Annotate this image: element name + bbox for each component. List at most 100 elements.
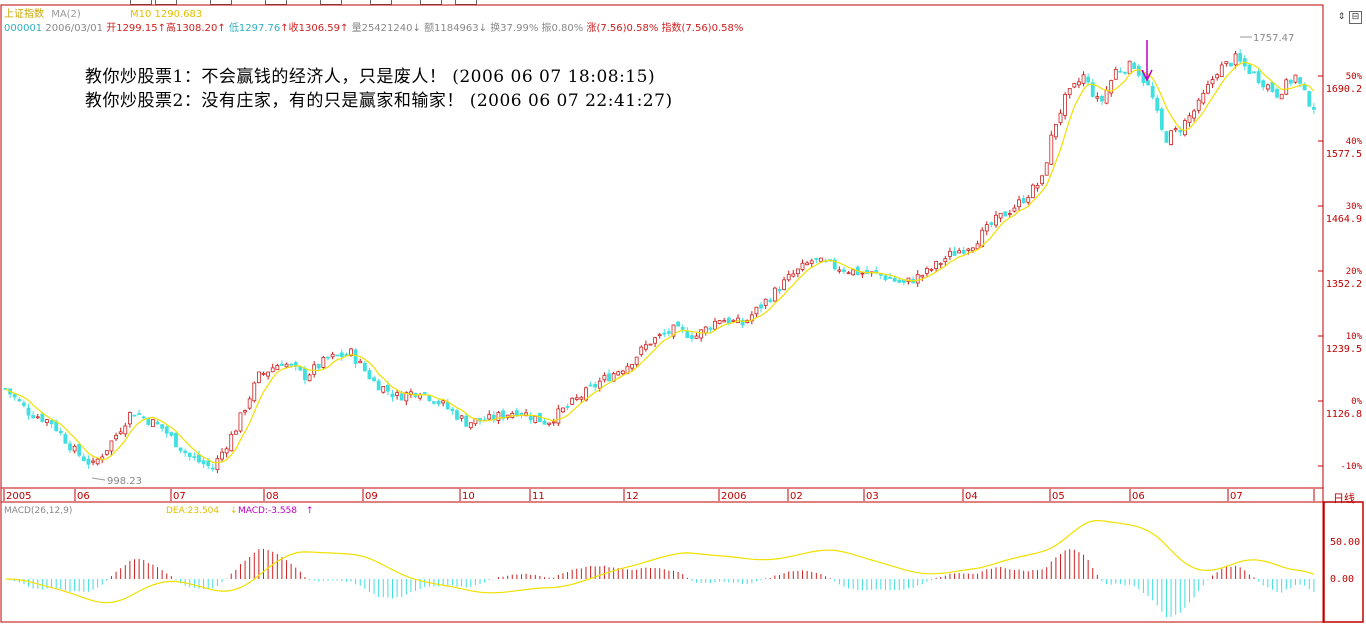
candle-body <box>717 320 722 324</box>
candle-body <box>1007 212 1012 215</box>
candle-body <box>127 412 132 425</box>
candle-body <box>1247 64 1252 75</box>
candle-body <box>487 414 492 420</box>
candle-body <box>759 304 763 309</box>
candle-body <box>224 448 229 454</box>
candles-group <box>3 49 1316 474</box>
candle-body <box>206 460 211 466</box>
candle-body <box>137 413 142 415</box>
index-change: 指数(7.56)0.58% <box>661 23 744 34</box>
candle-body <box>104 450 109 455</box>
index-title-bar: 上证指数 MA(2) M10 1290.683 <box>4 5 202 20</box>
candle-body <box>1155 97 1160 111</box>
candle-body <box>915 274 920 284</box>
candle-body <box>326 356 330 359</box>
candle-body <box>782 279 786 291</box>
candle-body <box>86 458 91 465</box>
candle-body <box>888 277 892 279</box>
candle-body <box>561 407 565 413</box>
candle-body <box>35 416 40 419</box>
candle-body <box>114 434 118 440</box>
candle-body <box>883 275 888 281</box>
up-arrow-icon: ↑ <box>217 23 226 34</box>
candle-body <box>174 432 178 448</box>
macd-text-group: MACD(26,12,9) DEA:23.504 ↓ MACD:-3.558 ↑… <box>4 506 1360 585</box>
candle-body <box>280 363 284 366</box>
candle-body <box>445 401 450 410</box>
candle-body <box>192 456 197 458</box>
candle-body <box>1219 64 1224 78</box>
candle-body <box>1311 107 1316 110</box>
candle-body <box>233 430 238 435</box>
time-axis-group: 2005 06 07 08 09 10 11 12 2006 02 03 04 05 06 07 <box>3 489 1315 502</box>
time-axis-label: 03 <box>866 491 879 502</box>
candle-body <box>118 431 123 435</box>
macd-title: MACD(26,12,9) <box>4 506 72 516</box>
time-axis-label: 07 <box>1230 491 1243 502</box>
candle-body <box>556 408 561 424</box>
candle-body <box>878 273 883 276</box>
candle-body <box>68 443 72 451</box>
menu-icon[interactable]: ⊟ <box>1349 11 1362 24</box>
up-arrow-icon: ↑ <box>280 23 289 34</box>
candle-body <box>897 279 902 283</box>
candle-body <box>1054 124 1058 138</box>
candle-body <box>1090 82 1095 97</box>
candle-body <box>579 396 584 400</box>
candle-body <box>178 447 183 451</box>
time-axis-label: 04 <box>965 491 978 502</box>
resize-arrow-icon[interactable]: ⇕ <box>1337 12 1346 22</box>
macd-axis-label-50: 50.00 <box>1330 537 1360 548</box>
candle-body <box>349 348 353 356</box>
time-axis-label: 2006 <box>721 491 746 502</box>
candle-body <box>607 373 611 382</box>
candle-body <box>1081 74 1086 84</box>
candle-body <box>321 357 326 368</box>
change: 涨(7.56)0.58% <box>586 23 659 34</box>
open-price: 开1299.15 <box>106 23 158 34</box>
time-axis-label: 06 <box>1132 491 1145 502</box>
candle-body <box>694 335 699 339</box>
candle-body <box>1104 89 1109 104</box>
candle-body <box>210 467 215 470</box>
low-marker-label: 998.23 <box>107 476 142 487</box>
candle-body <box>238 412 243 432</box>
candle-body <box>197 454 201 463</box>
candle-body <box>160 424 165 429</box>
candle-body <box>275 365 280 370</box>
candle-body <box>934 260 939 270</box>
candle-body <box>26 407 31 416</box>
candle-body <box>754 306 759 315</box>
candle-body <box>298 366 303 371</box>
candle-body <box>72 445 77 452</box>
candle-body <box>464 415 469 427</box>
candle-body <box>524 412 528 417</box>
candle-body <box>1136 66 1141 76</box>
candle-body <box>335 354 340 357</box>
price-axis-label: 1352.2 <box>1326 279 1362 290</box>
candle-body <box>1302 84 1307 91</box>
candle-body <box>690 335 694 339</box>
up-arrow-icon: ↑ <box>157 23 166 34</box>
candle-body <box>381 385 386 393</box>
candle-body <box>685 330 690 338</box>
candle-body <box>1206 84 1210 94</box>
candle-body <box>620 370 625 375</box>
time-axis-label: 10 <box>462 491 475 502</box>
candle-body <box>201 460 206 465</box>
candle-body <box>851 269 856 276</box>
candle-body <box>372 377 376 382</box>
candle-body <box>989 222 994 225</box>
candle-body <box>132 414 137 417</box>
high-marker-label: 1757.47 <box>1253 33 1294 44</box>
candle-body <box>1072 83 1077 88</box>
candle-body <box>22 402 26 406</box>
candle-body <box>399 393 404 401</box>
pct-axis-label: 30% <box>1346 202 1363 212</box>
candle-body <box>961 249 966 254</box>
candle-body <box>542 420 547 425</box>
time-axis-label: 07 <box>173 491 186 502</box>
period-tab[interactable]: 日线 <box>1333 492 1355 505</box>
candle-body <box>422 392 427 394</box>
